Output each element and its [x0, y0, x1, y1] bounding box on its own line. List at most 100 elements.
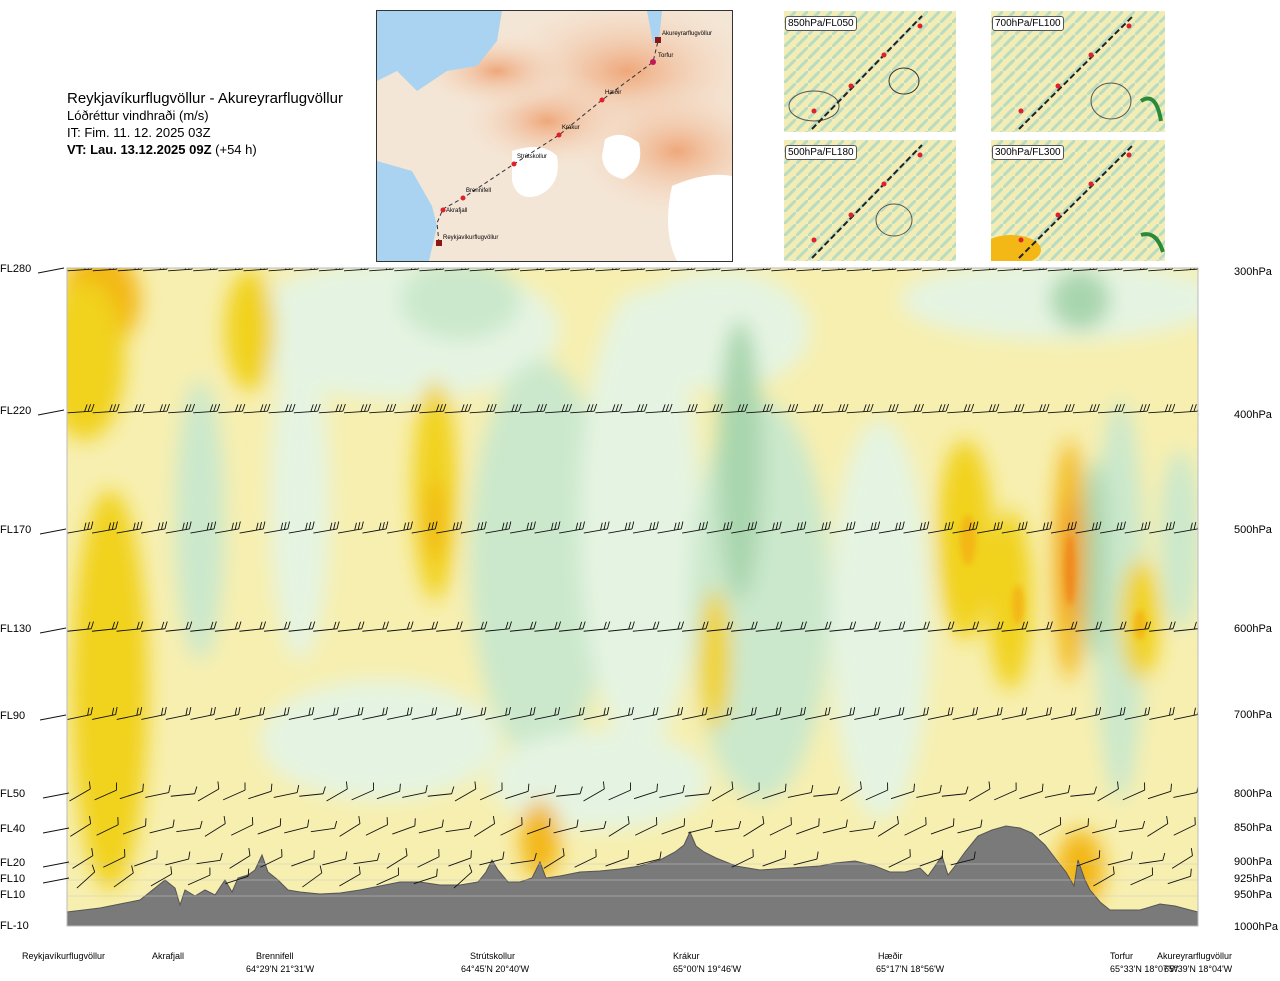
wind-barb	[176, 820, 203, 833]
wind-barb	[122, 818, 147, 835]
wind-barb	[427, 786, 455, 797]
wind-barb	[510, 852, 537, 865]
edge-wind-barb	[37, 267, 65, 274]
wind-barb	[580, 820, 607, 833]
wind-barb	[313, 621, 340, 632]
wind-barb	[1147, 783, 1172, 800]
wind-barb	[755, 621, 783, 632]
wind-barb	[365, 817, 388, 836]
thumbnail-500hpa[interactable]: 500hPa/FL180	[784, 140, 956, 261]
vv-contour-region	[1050, 270, 1110, 330]
wind-barb	[952, 706, 979, 720]
wind-barb	[165, 521, 192, 534]
wind-barb	[1138, 852, 1166, 865]
wind-barb	[1038, 817, 1062, 836]
wind-barb	[436, 621, 463, 632]
wind-barb	[284, 819, 310, 834]
wind-barb	[353, 852, 380, 865]
wind-barb	[509, 621, 537, 632]
wind-barb	[411, 521, 438, 534]
hpa-label: 400hPa	[1234, 409, 1272, 421]
wind-barb	[460, 621, 488, 632]
wind-barb	[840, 781, 862, 802]
wind-barb	[313, 706, 339, 720]
wind-barb	[787, 784, 814, 798]
wind-barb	[299, 786, 326, 797]
wind-barb	[661, 818, 686, 835]
wind-barb	[69, 781, 91, 802]
wind-barb	[479, 782, 503, 801]
wind-barb	[339, 866, 361, 887]
fl-label: FL10	[0, 889, 26, 901]
wind-barb	[419, 403, 447, 414]
wind-barb	[608, 521, 635, 534]
location-name: Akrafjall	[152, 951, 185, 961]
fl-label: FL170	[0, 524, 32, 536]
wind-barb	[659, 784, 685, 798]
wind-barb	[605, 850, 629, 867]
wind-barb	[70, 816, 92, 837]
wind-barb	[1022, 403, 1050, 414]
wind-barb	[731, 849, 754, 868]
location-coord: 65°39'N 18°04'W	[1164, 964, 1233, 974]
wind-barb	[165, 851, 191, 866]
fl-label: FL-10	[0, 920, 29, 932]
thumbnail-300hpa[interactable]: 300hPa/FL300	[991, 140, 1165, 261]
wind-barb	[762, 850, 787, 867]
thumbnail-300hpa-label: 300hPa/FL300	[992, 145, 1064, 160]
fl-label: FL40	[0, 823, 26, 835]
wind-barb	[896, 403, 924, 414]
wind-barb	[469, 403, 497, 414]
wind-barb	[117, 403, 145, 414]
map-label-torfur: Torfur	[658, 53, 673, 59]
wind-barb	[193, 403, 221, 414]
edge-wind-barb	[39, 714, 67, 721]
wind-barb	[113, 865, 134, 888]
location-name: Reykjavíkurflugvöllur	[22, 951, 106, 961]
wind-barb	[608, 782, 632, 801]
map-label-akureyri: Akureyrarflugvöllur	[662, 31, 712, 37]
wind-barb	[91, 621, 119, 632]
wind-barb	[386, 848, 408, 869]
plot-frame	[66, 267, 1199, 927]
vv-contour-region	[175, 380, 225, 660]
wind-barb	[731, 621, 758, 632]
wind-barb	[291, 850, 315, 867]
wind-barb	[96, 817, 119, 836]
wind-barb	[829, 521, 856, 534]
wind-barb	[1050, 521, 1077, 534]
wind-barb	[632, 521, 659, 534]
wind-barb	[1099, 621, 1127, 632]
wind-barb	[930, 818, 955, 835]
route-title: Reykjavíkurflugvöllur - Akureyrarflugvöl…	[67, 90, 343, 107]
wind-barb	[1124, 706, 1151, 720]
vv-contour-region	[1083, 460, 1107, 660]
vv-contour-region	[72, 490, 148, 890]
thumbnail-700hpa[interactable]: 700hPa/FL100	[991, 11, 1165, 132]
wind-barb	[746, 403, 774, 414]
wind-barb	[116, 521, 143, 534]
fl-label: FL130	[0, 623, 32, 635]
wind-barb	[769, 817, 792, 836]
location-coord: 65°00'N 19°46'W	[673, 964, 742, 974]
fl-label: FL50	[0, 788, 26, 800]
wind-barb	[878, 521, 905, 534]
location-name: Brennifell	[256, 951, 294, 961]
wind-barb	[916, 784, 942, 798]
wind-barb	[168, 403, 196, 414]
wind-barb	[387, 706, 413, 720]
wind-barb	[804, 621, 832, 632]
wind-barb	[1092, 819, 1118, 834]
thumbnail-850hpa[interactable]: 850hPa/FL050	[784, 11, 956, 132]
wind-barb	[337, 521, 364, 534]
vv-core	[1012, 585, 1024, 625]
wind-barb	[204, 816, 226, 837]
wind-barb	[103, 849, 126, 868]
vv-contour-region	[900, 268, 1198, 340]
wind-barb	[67, 706, 93, 720]
wind-barb	[142, 403, 170, 414]
hpa-label: 900hPa	[1234, 856, 1272, 868]
wind-barb	[302, 865, 323, 888]
wind-barb	[813, 786, 840, 797]
